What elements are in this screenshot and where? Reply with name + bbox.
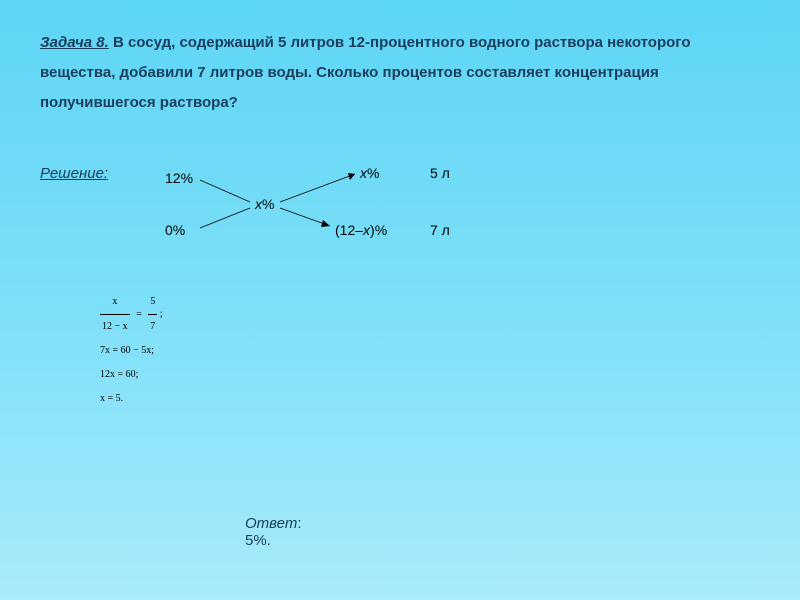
cross-diagram: 12% 0% х% х% (12–х)% 5 л 7 л	[165, 160, 565, 260]
eq-frac-left: x 12 − x	[100, 290, 130, 339]
eq-line1: x 12 − x = 5 7 ;	[100, 290, 163, 339]
diagram-lines	[165, 160, 565, 260]
eq-frac-right: 5 7	[148, 290, 157, 339]
problem-statement: Задача 8. В сосуд, содержащий 5 литров 1…	[40, 28, 760, 118]
answer-value: 5%.	[245, 532, 271, 549]
eq-line4: x = 5.	[100, 387, 163, 411]
answer-label: Ответ	[245, 515, 297, 532]
eq-line2: 7x = 60 − 5x;	[100, 339, 163, 363]
problem-title: Задача 8.	[40, 34, 109, 51]
equations-block: x 12 − x = 5 7 ; 7x = 60 − 5x; 12x = 60;…	[100, 290, 163, 411]
eq-line3: 12x = 60;	[100, 363, 163, 387]
solution-label: Решение:	[40, 165, 108, 182]
answer-block: Ответ: 5%.	[245, 515, 302, 549]
problem-text: В сосуд, содержащий 5 литров 12-процентн…	[40, 34, 690, 111]
